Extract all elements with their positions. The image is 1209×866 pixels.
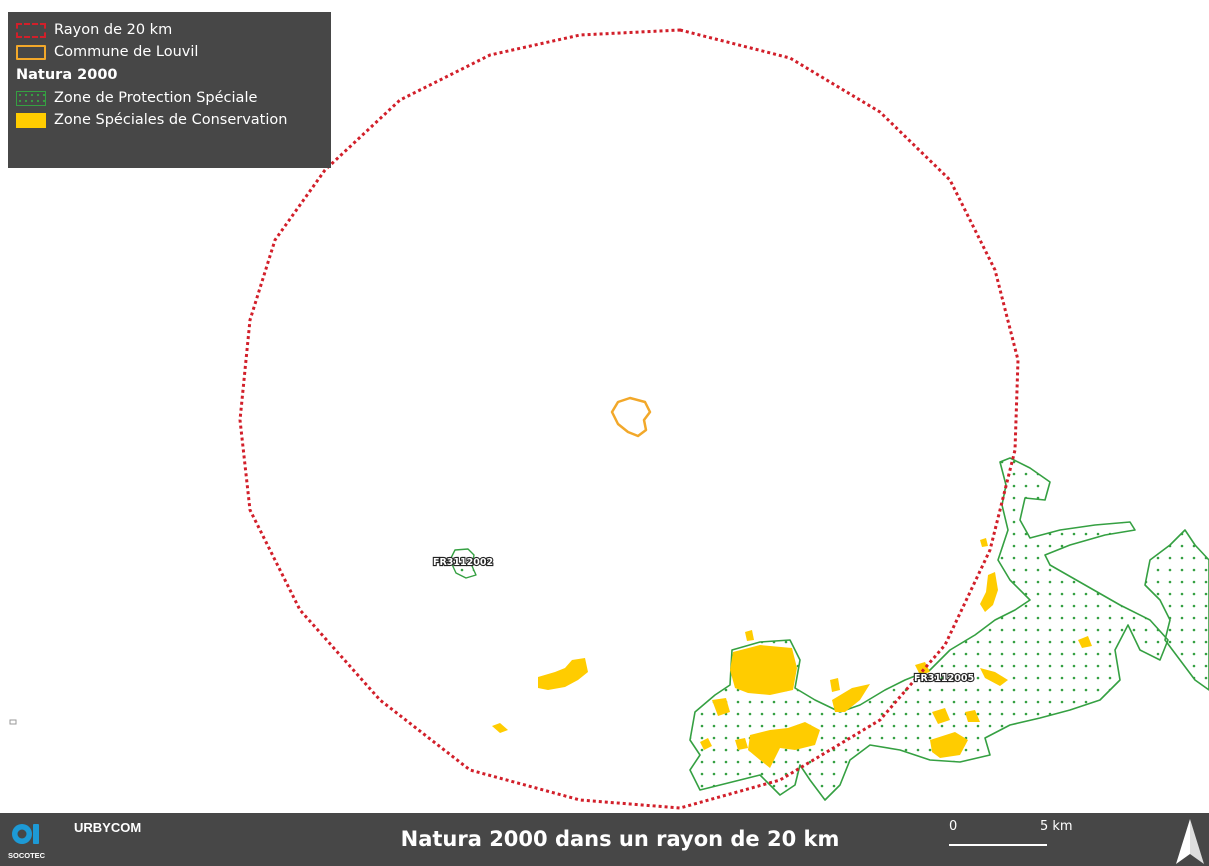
zps-area-fr3112002[interactable] [449, 548, 477, 579]
site-label-fr3112002: FR3112002 [433, 557, 493, 568]
radius-20km-boundary [238, 28, 1020, 810]
green-dotted-square-icon [16, 90, 46, 106]
legend-label-radius: Rayon de 20 km [54, 22, 173, 38]
scale-bar: 0 5 km [945, 819, 1075, 851]
legend-label-commune: Commune de Louvil [54, 44, 199, 60]
map-title: Natura 2000 dans un rayon de 20 km [400, 827, 840, 851]
legend-item-zps: Zone de Protection Spéciale [16, 87, 331, 109]
scale-start-label: 0 [949, 819, 958, 834]
legend-item-radius: Rayon de 20 km [16, 19, 331, 41]
legend-label-zsc: Zone Spéciales de Conservation [54, 112, 288, 128]
commune-louvil-boundary[interactable] [610, 396, 652, 438]
zps-area-fr3112005[interactable] [689, 457, 1209, 801]
map-legend: Rayon de 20 km Commune de Louvil Natura … [8, 12, 331, 168]
socotec-logo-text: SOCOTEC [8, 851, 46, 860]
legend-label-zps: Zone de Protection Spéciale [54, 90, 258, 106]
site-label-fr3112005: FR3112005 [914, 673, 974, 684]
map-footer: SOCOTEC URBYCOM Natura 2000 dans un rayo… [0, 813, 1209, 866]
map-edge-marker [9, 719, 17, 725]
legend-section-title: Natura 2000 [16, 67, 118, 83]
legend-item-zsc: Zone Spéciales de Conservation [16, 109, 331, 131]
orange-outline-square-icon [16, 44, 46, 60]
zsc-areas[interactable] [492, 538, 1092, 768]
yellow-filled-square-icon [16, 112, 46, 128]
dashed-red-square-icon [16, 22, 46, 38]
scale-line [949, 844, 1047, 846]
socotec-logo: SOCOTEC [8, 824, 46, 860]
brand-name: URBYCOM [74, 820, 142, 835]
scale-end-label: 5 km [1040, 819, 1073, 834]
north-arrow-icon [1176, 819, 1204, 864]
map-canvas[interactable]: FR3112002 FR3112005 [0, 0, 1209, 813]
legend-item-commune: Commune de Louvil [16, 41, 331, 63]
